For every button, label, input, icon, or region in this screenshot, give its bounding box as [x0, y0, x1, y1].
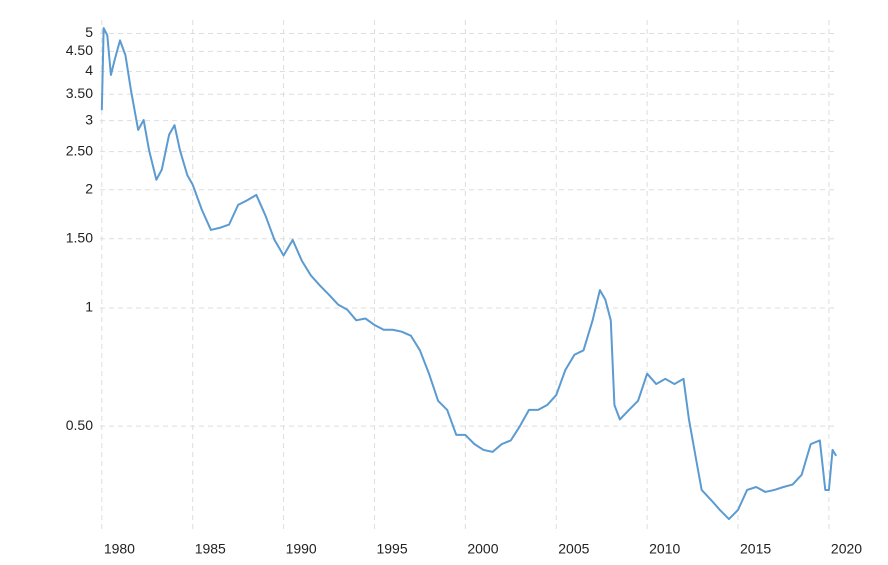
- y-tick-label: 3.50: [66, 85, 93, 101]
- y-tick-label: 4: [85, 62, 93, 78]
- x-tick-label: 1995: [376, 541, 407, 557]
- x-tick-label: 2015: [740, 541, 771, 557]
- x-tick-label: 2020: [831, 541, 862, 557]
- y-tick-label: 4.50: [66, 42, 93, 58]
- y-tick-label: 2.50: [66, 142, 93, 158]
- x-tick-label: 1985: [195, 541, 226, 557]
- x-tick-label: 2000: [467, 541, 498, 557]
- y-tick-label: 1: [85, 299, 93, 315]
- y-tick-label: 1.50: [66, 229, 93, 245]
- x-tick-label: 2010: [649, 541, 680, 557]
- x-tick-label: 2005: [558, 541, 589, 557]
- y-tick-label: 5: [85, 24, 93, 40]
- series-line: [100, 27, 838, 521]
- x-tick-label: 1980: [104, 541, 135, 557]
- y-tick-label: 3: [85, 111, 93, 127]
- y-tick-label: 0.50: [66, 417, 93, 433]
- y-tick-label: 2: [85, 180, 93, 196]
- x-tick-label: 1990: [286, 541, 317, 557]
